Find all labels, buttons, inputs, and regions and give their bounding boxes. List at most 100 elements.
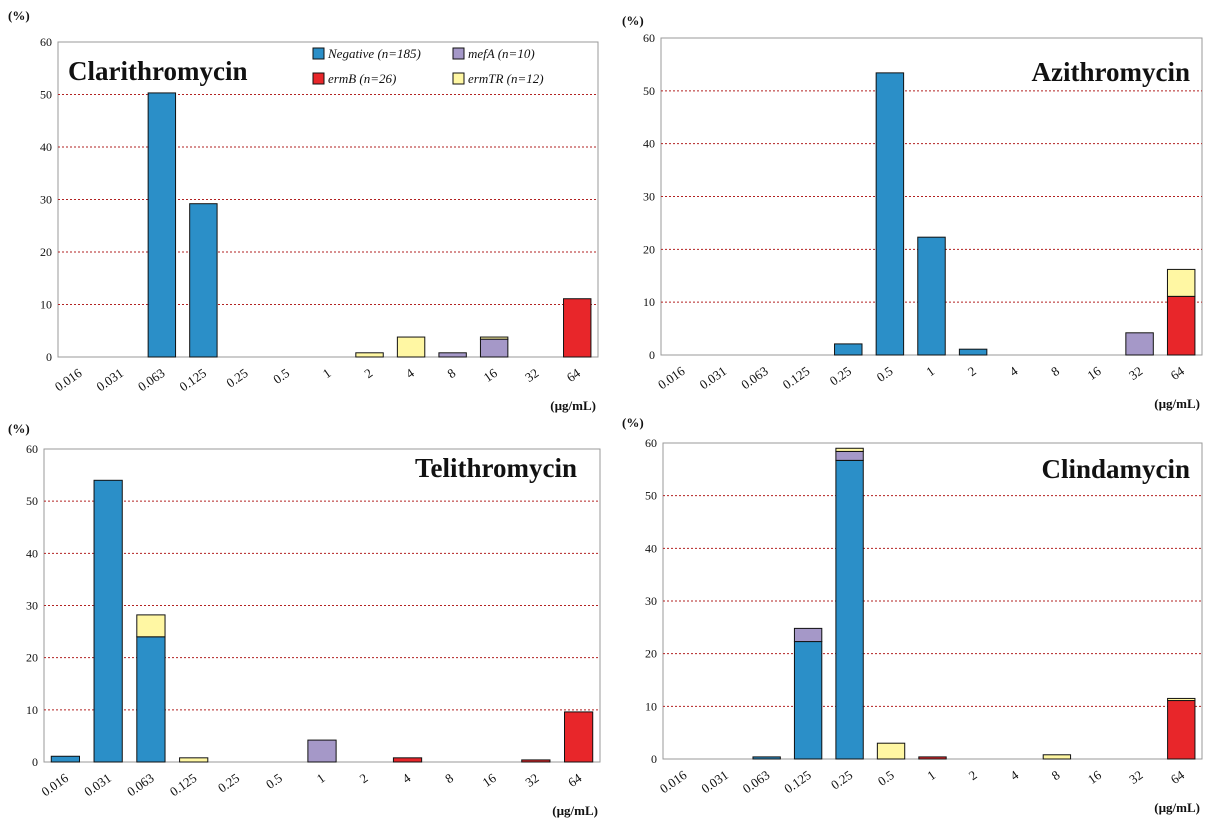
legend: Negative (n=185) mefA (n=10) ermB (n=26) er… [312,46,544,86]
bar-negative-0.5 [875,72,905,356]
bar-negative-0.125 [189,203,218,358]
y-tick-label: 10 [643,295,655,309]
x-tick-label: 64 [1168,363,1188,383]
y-tick-label: 50 [26,494,38,508]
chart-title: Azithromycin [1032,57,1190,87]
y-tick-label: 40 [40,140,52,154]
x-tick-label: 0.016 [52,365,85,394]
x-tick-label: 0.125 [177,365,210,394]
legend-label-mefa: mefA (n=10) [468,46,535,61]
chart-panel-telithromycin: 0 10 20 30 40 50 60 (%) 0.016 0.031 0.063 0.125 0.25… [8,421,601,818]
y-tick-label: 50 [40,88,52,102]
x-tick-label: 4 [399,770,413,786]
y-tick-label: 20 [645,647,657,661]
x-tick-label: 0.031 [698,767,731,796]
y-axis-label: (%) [8,8,30,23]
x-tick-label: 1 [314,770,328,786]
bar-negative-0.016 [50,755,80,763]
x-tick-label: 0.5 [270,365,292,387]
x-unit-label: (µg/mL) [1154,800,1200,815]
bar-ermtr-2 [355,352,384,358]
y-tick-label: 20 [643,242,655,256]
x-tick-label: 0.063 [740,767,773,796]
x-unit-label: (µg/mL) [1154,396,1200,411]
legend-label-ermtr: ermTR (n=12) [468,71,544,86]
x-unit-label: (µg/mL) [552,803,598,818]
x-tick-label: 0.031 [81,770,114,799]
legend-swatch-ermb [312,72,325,85]
bar-mefa-1 [307,739,337,763]
x-tick-label: 16 [480,770,500,790]
bar-negative-0.25 [834,343,863,356]
x-tick-label: 32 [522,770,541,790]
y-tick-label: 60 [26,442,38,456]
legend-label-ermb: ermB (n=26) [328,71,396,86]
x-tick-label: 0.125 [780,363,813,392]
y-tick-label: 10 [645,699,657,713]
y-tick-label: 30 [40,193,52,207]
x-tick-label: 0.5 [263,770,285,792]
chart-title: Telithromycin [415,453,577,483]
y-tick-label: 50 [643,84,655,98]
x-tick-label: 0.063 [738,363,771,392]
bar-ermtr-0.5 [876,742,906,760]
x-tick-label: 2 [357,770,371,786]
bar-ermb-64 [564,711,594,763]
y-tick-label: 50 [645,489,657,503]
y-tick-label: 10 [26,703,38,717]
bar-mefa-8 [438,352,467,358]
bar-ermb-4 [392,757,423,763]
x-tick-label: 2 [966,767,980,783]
bar-mefa-0.25 [835,450,864,461]
x-tick-label: 0.25 [827,363,854,388]
chart-panel-clarithromycin: 0 10 20 30 40 50 60 (%) 0.016 0.031 0.063 0.125 0.25… [8,8,599,413]
y-tick-label: 60 [643,31,655,45]
legend-swatch-mefa [452,47,465,60]
y-tick-label: 60 [40,35,52,49]
bar-negative-2 [958,348,988,356]
y-tick-label: 60 [645,436,657,450]
y-tick-label: 40 [645,541,657,555]
x-tick-label: 64 [1168,767,1188,787]
y-tick-label: 20 [26,651,38,665]
x-tick-label: 16 [1084,363,1104,383]
x-tick-label: 0.125 [167,770,200,799]
bar-negative-0.063 [752,756,781,760]
y-tick-label: 30 [26,599,38,613]
x-tick-label: 64 [564,365,584,385]
x-tick-label: 4 [1007,363,1021,379]
y-axis-label: (%) [622,13,644,28]
chart-title: Clarithromycin [68,56,247,86]
y-tick-label: 0 [651,752,657,766]
x-tick-label: 2 [361,365,375,381]
legend-swatch-ermtr [452,72,465,85]
x-tick-label: 32 [522,365,541,385]
x-tick-label: 8 [444,365,458,381]
x-unit-label: (µg/mL) [550,398,596,413]
x-tick-label: 0.063 [135,365,168,394]
x-tick-label: 2 [965,363,979,379]
bar-ermb-64 [563,298,592,358]
bar-mefa-32 [1125,332,1154,356]
x-tick-label: 0.25 [223,365,250,390]
legend-label-negative: Negative (n=185) [327,46,421,61]
bar-negative-0.031 [93,479,123,763]
y-tick-label: 0 [46,350,52,364]
x-tick-label: 0.016 [655,363,688,392]
x-tick-label: 0.5 [875,767,897,789]
x-tick-label: 0.016 [39,770,72,799]
bar-ermtr-64 [1166,268,1196,297]
x-tick-label: 0.016 [657,767,690,796]
bar-negative-0.063 [136,636,166,763]
x-tick-label: 32 [1126,363,1145,383]
x-tick-label: 4 [1007,767,1021,783]
x-tick-label: 32 [1126,767,1145,787]
x-tick-label: 8 [1049,767,1063,783]
x-tick-label: 0.5 [874,363,896,385]
bar-ermtr-16 [479,336,509,340]
chart-panel-azithromycin: 0 10 20 30 40 50 60 (%) 0.016 0.031 0.063 0.125 0.25… [622,13,1203,411]
bar-negative-0.125 [793,641,823,760]
bar-ermb-64 [1166,295,1196,356]
x-tick-label: 64 [565,770,585,790]
